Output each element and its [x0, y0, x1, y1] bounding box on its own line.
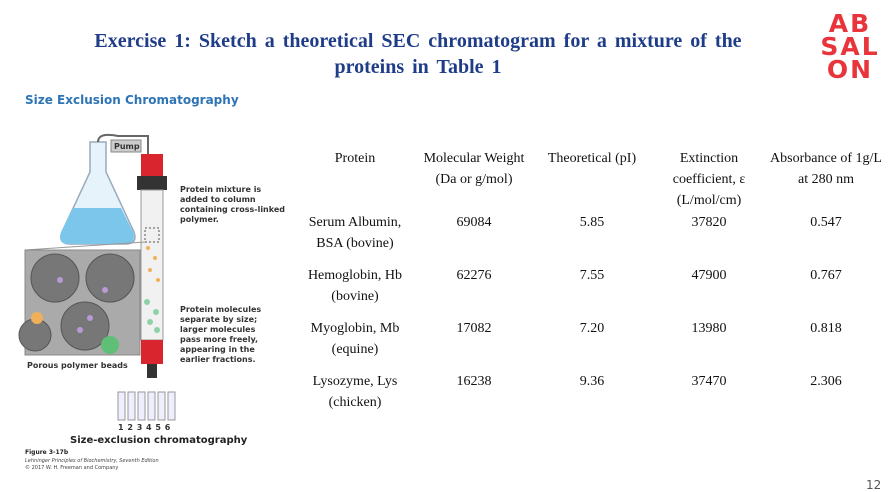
logo-line: SAL: [820, 32, 880, 61]
logo: AB SAL ON: [812, 9, 888, 84]
figure: Pump Protein mixture is added to column co…: [18, 133, 285, 471]
table-row: Hemoglobin, Hb (bovine) 62276 7.55 47900 0.7…: [295, 265, 885, 318]
table-row: Protein Molecular Weight (Da or g/mol) The…: [295, 148, 885, 212]
copyright: © 2017 W. H. Freeman and Company: [25, 464, 118, 471]
table-cell: 37470: [691, 374, 727, 389]
table-cell: 0.818: [810, 321, 842, 336]
page-number: 12: [866, 478, 882, 492]
table-cell: 16238: [456, 374, 492, 389]
table-row: Serum Albumin, BSA (bovine) 69084 5.85 3782…: [295, 212, 885, 265]
table-cell: Absorbance of 1g/L at 280 nm: [770, 151, 882, 187]
figure-number: Figure 3-17b: [25, 449, 69, 456]
table-cell: Theoretical (pI): [547, 151, 637, 166]
table-row: Lysozyme, Lys (chicken) 16238 9.36 37470 2.3…: [295, 371, 885, 424]
logo-line: ON: [826, 55, 874, 84]
table-cell: 37820: [691, 215, 727, 230]
table-cell: 7.55: [579, 268, 605, 283]
table-cell: 9.36: [579, 374, 605, 389]
subtitle: Size Exclusion Chromatography: [25, 93, 239, 107]
table-cell: 0.547: [810, 215, 842, 230]
table-cell: Myoglobin, Mb (equine): [310, 321, 400, 357]
fractions: 1 2 3 4 5 6: [118, 423, 171, 432]
table-row: Myoglobin, Mb (equine) 17082 7.20 13980 0.81…: [295, 318, 885, 371]
table-cell: Protein: [334, 151, 376, 166]
table-cell: 69084: [456, 215, 492, 230]
table-cell: Lysozyme, Lys (chicken): [312, 374, 398, 410]
table-cell: 17082: [456, 321, 492, 336]
protein-table: Protein Molecular Weight (Da or g/mol) The…: [295, 148, 885, 424]
caption: Size-exclusion chromatography: [70, 435, 248, 446]
beads-label: Porous polymer beads: [27, 361, 128, 370]
title: Exercise 1: Sketch a theoretical SEC chr…: [94, 30, 742, 78]
source: Lehninger Principles of Biochemistry, Se…: [25, 458, 159, 464]
table-cell: Hemoglobin, Hb (bovine): [307, 268, 403, 304]
table-cell: 47900: [691, 268, 727, 283]
table-cell: 62276: [456, 268, 492, 283]
figure-label: Protein molecules separate by size; larger…: [180, 305, 261, 364]
table-cell: 13980: [691, 321, 727, 336]
table-cell: 0.767: [810, 268, 842, 283]
figure-label: Protein mixture is added to column contain…: [180, 185, 285, 224]
logo-line: AB: [828, 9, 872, 38]
table-cell: Molecular Weight (Da or g/mol): [423, 151, 525, 187]
table-cell: Extinction coefficient, ε (L/mol/cm): [672, 151, 746, 208]
table-cell: Serum Albumin, BSA (bovine): [308, 215, 402, 251]
pump-label: Pump: [114, 142, 140, 151]
table-cell: 5.85: [579, 215, 605, 230]
table-cell: 2.306: [810, 374, 842, 389]
table-cell: 7.20: [579, 321, 605, 336]
